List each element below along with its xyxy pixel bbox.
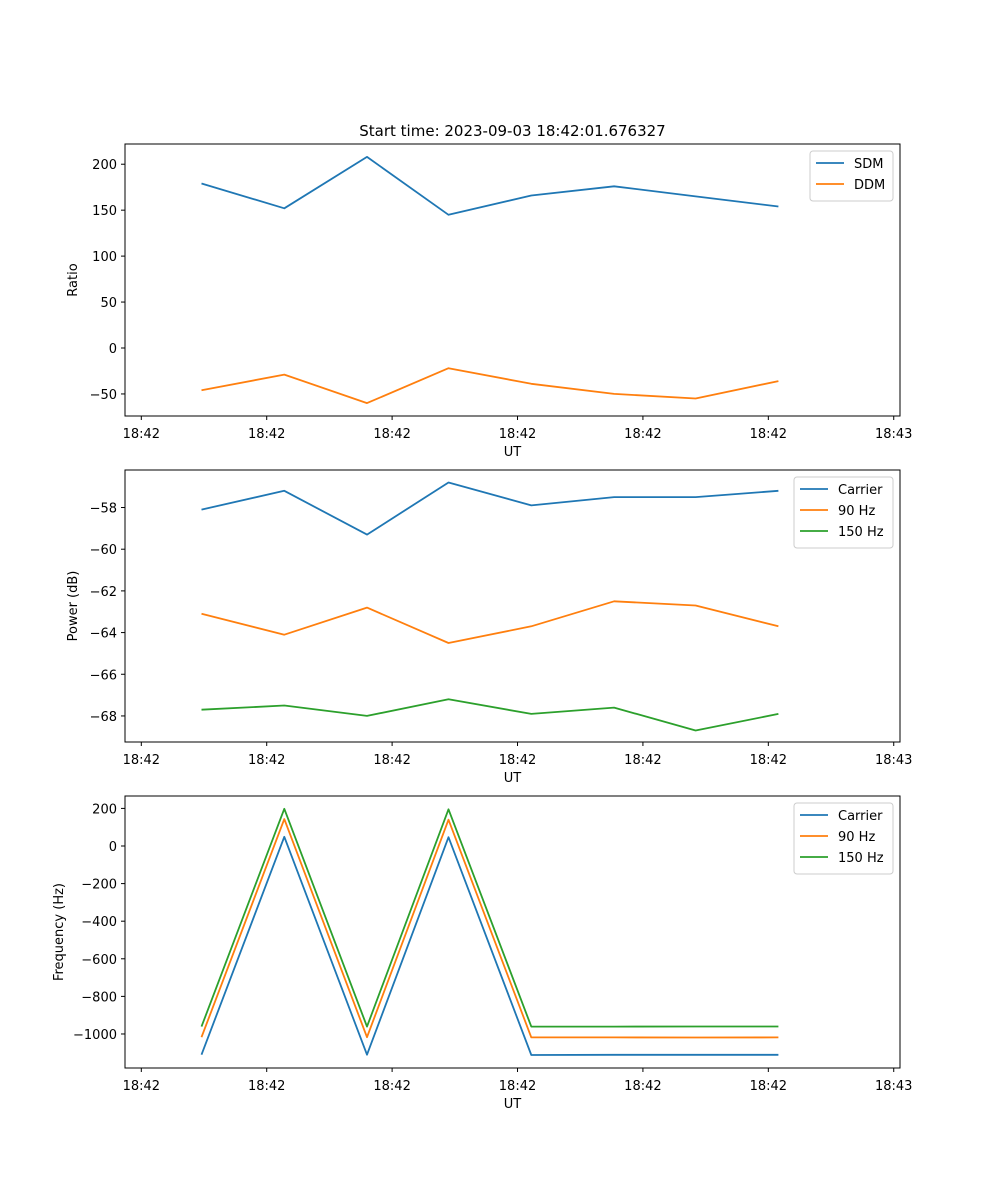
y-axis-label: Power (dB) (66, 571, 81, 642)
x-tick-label: 18:42 (123, 1079, 160, 1094)
legend-label: Carrier (838, 809, 883, 824)
chart-title: Start time: 2023-09-03 18:42:01.676327 (359, 122, 665, 140)
y-tick-label: −1000 (73, 1028, 117, 1043)
x-tick-label: 18:42 (499, 427, 536, 442)
series-line-150-hz (201, 698, 779, 732)
x-tick-label: 18:42 (248, 1079, 285, 1094)
y-tick-label: −62 (90, 585, 117, 600)
legend-label: 150 Hz (838, 525, 884, 540)
legend-label: 90 Hz (838, 830, 875, 845)
plot-frame (124, 795, 901, 1069)
subplot-2: 18:42 18:42 18:42 18:42 18:42 18:42 18:43 −68 −6… (66, 469, 912, 786)
x-tick-label: 18:42 (750, 427, 787, 442)
x-tick-label: 18:42 (750, 1079, 787, 1094)
series-line-90-hz (201, 600, 779, 644)
subplot-1: Start time: 2023-09-03 18:42:01.676327 18… (66, 122, 912, 460)
series-line-carrier (200, 835, 779, 1056)
x-tick-label: 18:43 (875, 753, 912, 768)
y-tick-label: −60 (90, 543, 117, 558)
x-tick-label: 18:42 (499, 1079, 536, 1094)
legend: Carrier 90 Hz 150 Hz (793, 476, 894, 549)
y-tick-label: 200 (92, 158, 117, 173)
plot-frame (124, 469, 901, 743)
x-tick-label: 18:42 (624, 427, 661, 442)
legend: Carrier 90 Hz 150 Hz (793, 802, 894, 875)
x-axis-label: UT (504, 771, 522, 786)
y-tick-label: 0 (109, 342, 117, 357)
series-line-carrier (201, 481, 779, 536)
x-tick-label: 18:42 (123, 753, 160, 768)
subplot-3: 18:42 18:42 18:42 18:42 18:42 18:42 18:43 −1000… (52, 795, 912, 1112)
y-tick-label: −200 (81, 878, 117, 893)
y-tick-label: 0 (109, 840, 117, 855)
x-tick-label: 18:43 (875, 1079, 912, 1094)
plot-frame (124, 143, 901, 417)
x-tick-label: 18:42 (750, 753, 787, 768)
y-tick-label: 200 (92, 802, 117, 817)
legend-label: Carrier (838, 483, 883, 498)
x-tick-label: 18:42 (373, 1079, 410, 1094)
y-tick-label: −66 (90, 668, 117, 683)
x-tick-label: 18:42 (248, 753, 285, 768)
y-tick-label: −58 (90, 502, 117, 517)
y-tick-label: −600 (81, 953, 117, 968)
x-tick-label: 18:42 (373, 753, 410, 768)
x-tick-label: 18:42 (248, 427, 285, 442)
x-axis-label: UT (504, 445, 522, 460)
y-tick-label: −50 (90, 388, 117, 403)
series-line-sdm (201, 155, 779, 216)
x-tick-label: 18:42 (373, 427, 410, 442)
legend: SDM DDM (809, 150, 894, 202)
y-tick-label: −800 (81, 990, 117, 1005)
x-axis-label: UT (504, 1097, 522, 1112)
x-tick-label: 18:42 (499, 753, 536, 768)
x-tick-label: 18:42 (624, 1079, 661, 1094)
legend-label: DDM (854, 178, 885, 193)
legend-label: 90 Hz (838, 504, 875, 519)
x-tick-label: 18:43 (875, 427, 912, 442)
y-tick-label: 100 (92, 250, 117, 265)
series-line-90-hz (200, 818, 779, 1039)
legend-label: SDM (854, 157, 883, 172)
y-tick-label: 150 (92, 204, 117, 219)
y-tick-label: −64 (90, 627, 117, 642)
x-tick-label: 18:42 (123, 427, 160, 442)
series-line-150-hz (200, 807, 779, 1028)
y-tick-label: 50 (100, 296, 117, 311)
x-tick-label: 18:42 (624, 753, 661, 768)
legend-label: 150 Hz (838, 851, 884, 866)
series-line-ddm (201, 367, 779, 405)
y-tick-label: −400 (81, 915, 117, 930)
y-axis-label: Ratio (66, 263, 81, 296)
y-axis-label: Frequency (Hz) (52, 883, 67, 981)
y-tick-label: −68 (90, 710, 117, 725)
